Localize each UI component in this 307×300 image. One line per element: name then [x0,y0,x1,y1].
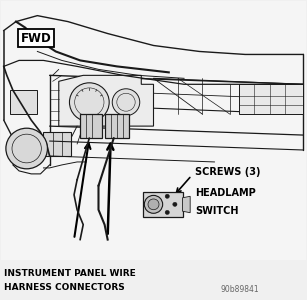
Text: FWD: FWD [21,32,51,44]
Polygon shape [80,114,102,138]
Circle shape [69,83,109,122]
Text: 90b89841: 90b89841 [221,285,259,294]
Polygon shape [44,132,71,156]
Text: SCREWS (3): SCREWS (3) [195,167,260,177]
Circle shape [173,202,177,206]
Text: SWITCH: SWITCH [195,206,238,216]
Text: HEADLAMP: HEADLAMP [195,188,255,198]
Circle shape [112,89,140,116]
Circle shape [148,199,159,210]
Polygon shape [239,84,303,114]
Text: INSTRUMENT PANEL WIRE: INSTRUMENT PANEL WIRE [4,269,135,278]
Polygon shape [143,192,183,217]
Polygon shape [10,90,37,114]
Polygon shape [183,196,190,213]
Text: HARNESS CONNECTORS: HARNESS CONNECTORS [4,284,125,292]
Polygon shape [105,114,129,138]
Circle shape [144,195,163,213]
Circle shape [165,210,169,214]
Circle shape [6,128,48,169]
Polygon shape [59,75,154,126]
FancyBboxPatch shape [1,1,306,260]
Circle shape [165,194,169,198]
